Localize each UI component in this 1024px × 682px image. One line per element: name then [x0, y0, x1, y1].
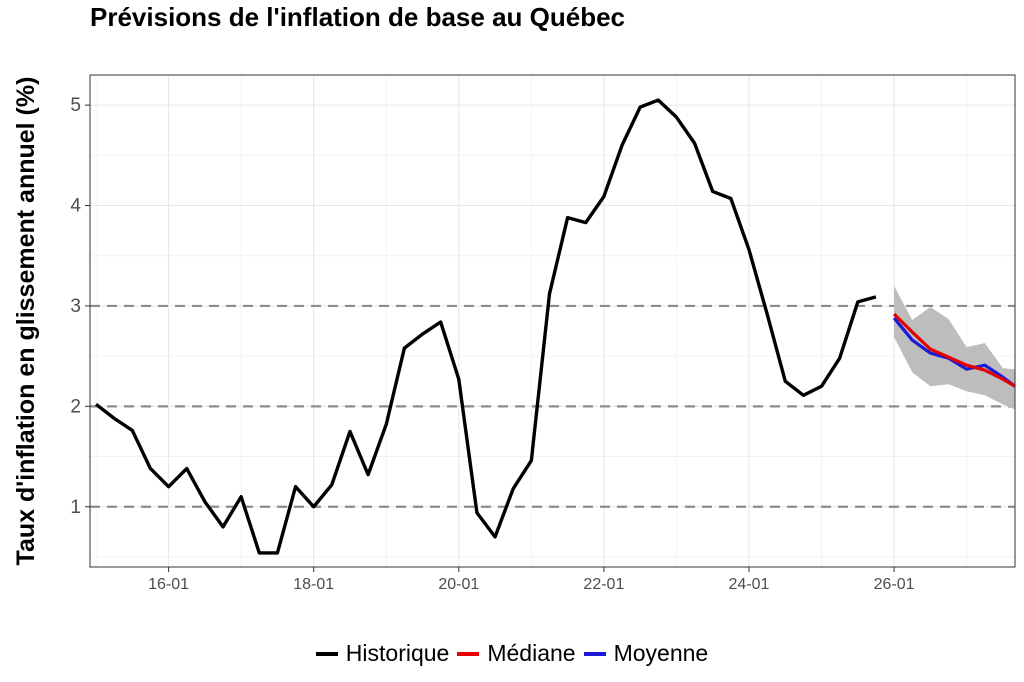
- y-tick-label: 4: [70, 196, 81, 217]
- legend: Historique Médiane Moyenne: [0, 640, 1024, 667]
- series-line-moyenne: [892, 316, 1016, 388]
- data-marks: [95, 98, 1016, 555]
- x-tick-label: 20-01: [438, 576, 479, 593]
- legend-key-historique: [315, 651, 338, 656]
- axis-ticks: 16-01 18-01 20-01 22-01 24-01 26-01 1 2 3 4 5: [70, 95, 914, 593]
- x-tick-label: 18-01: [293, 576, 334, 593]
- legend-item-moyenne: Moyenne: [583, 640, 709, 667]
- y-axis-title: Taux d'inflation en glissement annuel (%…: [12, 77, 40, 566]
- x-tick-label: 16-01: [148, 576, 189, 593]
- y-tick-label: 3: [70, 296, 81, 317]
- y-tick-label: 1: [70, 497, 81, 518]
- legend-item-mediane: Médiane: [457, 640, 576, 667]
- legend-key-mediane: [457, 651, 480, 656]
- legend-label-mediane: Médiane: [487, 640, 576, 666]
- x-tick-label: 24-01: [729, 576, 770, 593]
- legend-key-moyenne: [583, 651, 606, 656]
- y-tick-label: 5: [70, 95, 81, 116]
- y-tick-label: 2: [70, 396, 81, 417]
- plot-background: [90, 75, 1015, 567]
- series-line-mediane: [892, 312, 1016, 388]
- series-line-historique: [95, 98, 877, 555]
- forecast-band: [894, 285, 1015, 410]
- legend-item-historique: Historique: [315, 640, 450, 667]
- x-tick-label: 22-01: [583, 576, 624, 593]
- legend-label-moyenne: Moyenne: [613, 640, 709, 666]
- plot-border: [89, 74, 1016, 568]
- legend-label-historique: Historique: [345, 640, 450, 666]
- x-tick-label: 26-01: [874, 576, 915, 593]
- chart-title: Prévisions de l'inflation de base au Qué…: [90, 2, 626, 32]
